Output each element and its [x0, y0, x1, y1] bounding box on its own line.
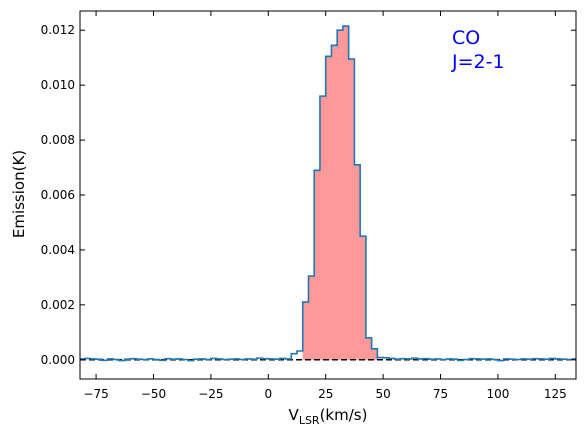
annotation-line-2: J=2-1 [451, 51, 505, 73]
x-tick-label: −50 [141, 387, 166, 401]
y-axis-title: Emission(K) [10, 150, 28, 238]
y-tick-label: 0.004 [41, 243, 75, 257]
fill-bin [325, 56, 332, 360]
spectrum-line [80, 25, 576, 362]
x-axis-title: VLSR(km/s) [289, 406, 368, 427]
y-tick-label: 0.006 [41, 188, 75, 202]
fill-bin [314, 170, 321, 360]
y-tick-label: 0.000 [41, 353, 75, 367]
x-axis-title-unit: (km/s) [320, 406, 368, 424]
fill-bin [371, 348, 378, 360]
fill-bin [348, 59, 355, 360]
x-axis: −75 −50 −25 0 25 50 75 100 125 [83, 11, 567, 401]
x-tick-label: 75 [433, 387, 448, 401]
x-tick-label: 125 [544, 387, 567, 401]
x-tick-label: 50 [375, 387, 390, 401]
x-tick-label: 25 [318, 387, 333, 401]
x-axis-title-subscript: LSR [299, 414, 320, 427]
x-tick-label: 0 [264, 387, 272, 401]
x-tick-label: 100 [486, 387, 509, 401]
fill-bin [337, 30, 344, 360]
fill-bin [302, 302, 309, 360]
y-tick-label: 0.012 [41, 23, 75, 37]
y-tick-label: 0.002 [41, 298, 75, 312]
fill-bin [360, 236, 367, 360]
y-axis: 0.000 0.002 0.004 0.006 0.008 0.010 0.012 [41, 23, 576, 367]
fill-bin [354, 164, 361, 360]
fill-bin [342, 26, 349, 360]
y-tick-label: 0.008 [41, 133, 75, 147]
annotation-line-1: CO [452, 27, 480, 49]
fill-bin [319, 96, 327, 360]
fill-bin [308, 276, 315, 360]
fill-bin [331, 45, 338, 360]
x-tick-label: −75 [83, 387, 108, 401]
x-axis-title-main: V [289, 406, 300, 424]
x-tick-label: −25 [198, 387, 223, 401]
fill-bin [365, 337, 372, 360]
emission-fill [302, 26, 378, 360]
y-tick-label: 0.010 [41, 78, 75, 92]
